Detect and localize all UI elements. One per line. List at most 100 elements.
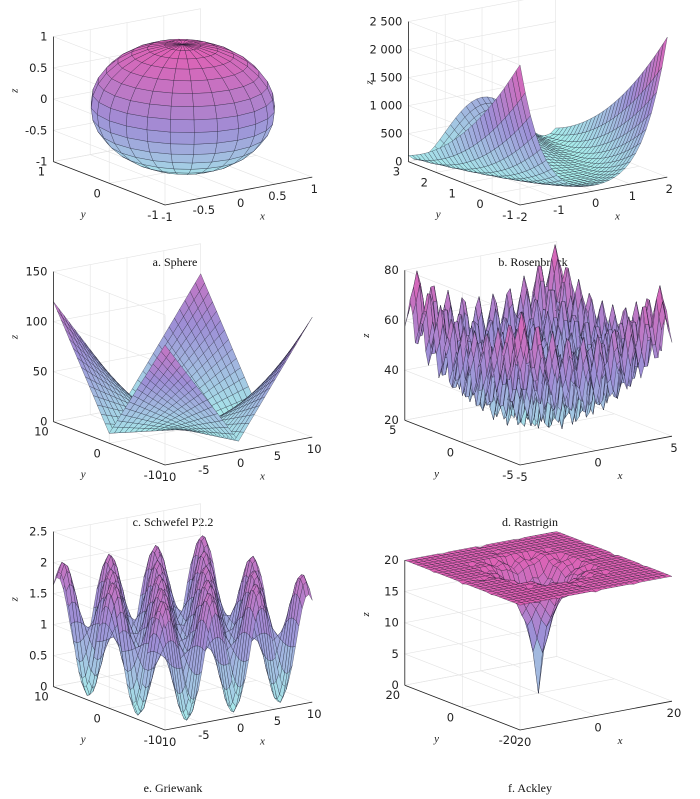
z-tick-label: 80 bbox=[384, 263, 399, 277]
y-tick-label: 3 bbox=[393, 165, 400, 179]
surface-a bbox=[90, 38, 275, 175]
x-tick-label: 1 bbox=[629, 189, 636, 203]
z-axis-label: z bbox=[360, 333, 372, 339]
surface-face bbox=[170, 143, 195, 155]
y-axis-label: y bbox=[435, 208, 441, 220]
z-tick-label: 2 500 bbox=[369, 15, 402, 29]
y-tick-label: -10 bbox=[144, 468, 163, 482]
z-tick-label: 150 bbox=[25, 265, 47, 279]
axis-frame bbox=[53, 161, 313, 206]
surface-face bbox=[193, 118, 218, 133]
surface-face bbox=[170, 106, 195, 121]
x-axis-label: x bbox=[617, 470, 623, 482]
y-tick-label: 0 bbox=[94, 186, 101, 200]
x-axis-label: x bbox=[614, 211, 620, 223]
x-tick-label: 0 bbox=[237, 196, 244, 210]
x-tick-label: 1 bbox=[311, 182, 318, 196]
surface-face bbox=[216, 115, 239, 132]
z-tick-label: 2 000 bbox=[369, 43, 402, 57]
surface-face bbox=[173, 68, 192, 82]
y-tick-label: 0 bbox=[94, 446, 101, 460]
surface-face bbox=[287, 343, 297, 357]
caption-d: d. Rastrigin bbox=[502, 515, 558, 529]
surface-b bbox=[407, 37, 668, 187]
z-tick-label: 1 500 bbox=[369, 71, 402, 85]
x-tick-label: 0.5 bbox=[268, 189, 286, 203]
surface-face bbox=[193, 105, 218, 121]
surface-face bbox=[53, 301, 63, 318]
z-tick-label: 0 bbox=[40, 415, 47, 429]
z-tick-label: 60 bbox=[384, 313, 399, 327]
surface-face bbox=[193, 142, 218, 155]
surface-face bbox=[146, 116, 171, 133]
x-tick-label: 10 bbox=[307, 442, 322, 456]
x-axis-label: x bbox=[259, 471, 265, 483]
surface-d bbox=[404, 244, 673, 429]
z-tick-label: 500 bbox=[380, 127, 402, 141]
surface-face bbox=[172, 162, 193, 170]
surface-face bbox=[173, 168, 192, 174]
x-tick-label: 0 bbox=[237, 456, 244, 470]
y-axis-label: y bbox=[80, 468, 86, 480]
surface-face bbox=[657, 37, 668, 73]
caption-b: b. Rosenbrock bbox=[498, 255, 567, 269]
axis-frame bbox=[408, 161, 668, 206]
x-tick-label: -5 bbox=[198, 463, 209, 477]
surface-face bbox=[147, 103, 172, 120]
z-axis-label: z bbox=[8, 88, 20, 94]
z-tick-label: 100 bbox=[25, 315, 47, 329]
z-tick-label: 0 bbox=[40, 92, 47, 106]
surface-face bbox=[170, 153, 194, 164]
surface-face bbox=[281, 352, 292, 366]
x-tick-label: -2 bbox=[516, 210, 527, 224]
x-tick-label: 0 bbox=[592, 196, 599, 210]
caption-c: c. Schwefel P2.2 bbox=[133, 515, 214, 529]
surface-face bbox=[192, 92, 216, 107]
y-tick-label: 0 bbox=[447, 446, 454, 460]
surface-face bbox=[149, 91, 173, 107]
x-tick-label: -5 bbox=[516, 470, 527, 484]
z-tick-label: 50 bbox=[33, 365, 48, 379]
x-tick-label: -0.5 bbox=[193, 203, 215, 217]
y-tick-label: 10 bbox=[34, 425, 49, 439]
z-tick-label: 0.5 bbox=[29, 61, 47, 75]
x-tick-label: 2 bbox=[666, 182, 673, 196]
surface-face bbox=[302, 317, 313, 332]
surface-face bbox=[192, 153, 216, 164]
surface-face bbox=[266, 99, 275, 120]
y-axis-label: y bbox=[80, 208, 86, 220]
x-tick-label: -1 bbox=[161, 210, 172, 224]
z-tick-label: 40 bbox=[384, 363, 399, 377]
y-tick-label: 1 bbox=[38, 165, 45, 179]
y-tick-label: -1 bbox=[502, 208, 513, 222]
x-tick-label: -10 bbox=[158, 470, 177, 484]
x-tick-label: 5 bbox=[670, 441, 677, 455]
y-tick-label: -5 bbox=[502, 468, 513, 482]
x-tick-label: 0 bbox=[594, 456, 601, 470]
surface-face bbox=[175, 58, 190, 70]
surface-e bbox=[53, 535, 313, 721]
surface-face bbox=[193, 131, 218, 145]
surface-face bbox=[665, 318, 673, 343]
y-tick-label: 0 bbox=[476, 197, 483, 211]
z-tick-label: 1 000 bbox=[369, 99, 402, 113]
caption-a: a. Sphere bbox=[153, 255, 198, 269]
x-axis-label: x bbox=[259, 211, 265, 223]
z-axis-label: z bbox=[363, 80, 375, 86]
surface-c bbox=[53, 273, 313, 442]
y-tick-label: 1 bbox=[449, 186, 456, 200]
surface-face bbox=[170, 119, 195, 133]
z-tick-label: 20 bbox=[384, 413, 399, 427]
y-axis-label: y bbox=[433, 468, 439, 480]
surface-face bbox=[171, 92, 194, 107]
y-tick-label: 2 bbox=[421, 175, 428, 189]
z-axis-label: z bbox=[8, 334, 20, 340]
surface-face bbox=[172, 80, 193, 94]
